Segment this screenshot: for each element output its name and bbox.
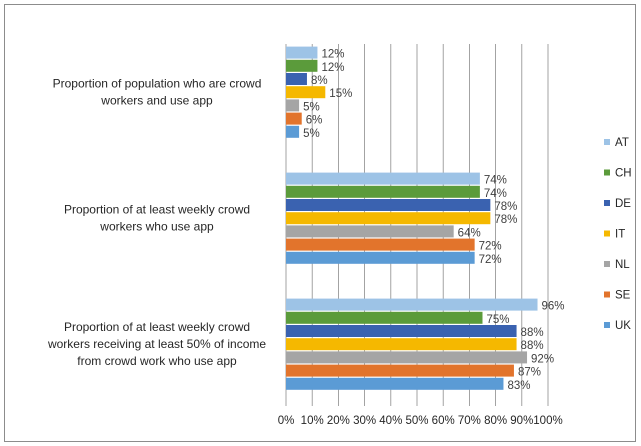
x-tick-label: 70%: [458, 415, 481, 427]
x-tick-label: 20%: [327, 415, 350, 427]
x-tick-label: 100%: [533, 415, 562, 427]
x-axis-ticks: 0% 10% 20% 30% 40% 50% 60% 70% 80% 90% 100%: [278, 415, 563, 427]
data-label: 12%: [321, 49, 344, 61]
legend-label-ch: CH: [615, 168, 632, 180]
data-label: 87%: [518, 367, 541, 379]
category-labels: Proportion of population who are crowd wo…: [47, 77, 266, 369]
legend-label-at: AT: [615, 137, 629, 149]
legend-swatch-it: [604, 230, 610, 237]
x-tick-label: 30%: [353, 415, 376, 427]
bar-uk: [286, 377, 504, 390]
bar-nl: [286, 225, 454, 238]
bar-nl: [286, 99, 300, 112]
x-tick-label: 50%: [405, 415, 428, 427]
x-tick-label: 40%: [379, 415, 402, 427]
legend-label-nl: NL: [615, 259, 630, 271]
data-label: 12%: [321, 62, 344, 74]
data-label: 78%: [494, 201, 517, 213]
data-label: 5%: [303, 101, 320, 113]
legend-label-it: IT: [615, 229, 625, 241]
data-label: 64%: [458, 227, 481, 239]
data-label: 92%: [531, 353, 554, 365]
legend-swatch-nl: [604, 261, 610, 267]
bar-at: [286, 298, 538, 311]
bar-ch: [286, 59, 318, 72]
category-label: Proportion of at least weekly crowd worke…: [47, 320, 266, 368]
legend-label-se: SE: [615, 290, 631, 302]
data-label: 8%: [311, 75, 328, 87]
bar-uk: [286, 251, 475, 264]
bar-uk: [286, 125, 300, 138]
x-tick-label: 0%: [278, 415, 295, 427]
x-tick-label: 90%: [510, 415, 533, 427]
bar-se: [286, 112, 302, 125]
bar-de: [286, 73, 307, 85]
value-labels: 12%12%8%15%5%6%5%74%74%78%78%64%72%72%96…: [303, 49, 564, 392]
bar-se: [286, 364, 514, 377]
data-label: 78%: [494, 214, 517, 226]
bars: [286, 46, 538, 390]
data-label: 72%: [479, 241, 502, 253]
data-label: 88%: [521, 327, 544, 339]
legend-label-de: DE: [615, 198, 631, 210]
data-label: 88%: [521, 340, 544, 352]
bar-de: [286, 199, 491, 211]
bar-nl: [286, 351, 528, 364]
bar-it: [286, 86, 326, 99]
bar-se: [286, 238, 475, 251]
legend-swatch-ch: [604, 169, 610, 176]
data-label: 83%: [507, 380, 530, 392]
category-label: Proportion of at least weekly crowd worke…: [64, 203, 250, 234]
bar-at: [286, 46, 318, 59]
legend-swatch-de: [604, 200, 610, 206]
category-label: Proportion of population who are crowd wo…: [53, 77, 262, 108]
legend-swatch-uk: [604, 322, 610, 328]
data-label: 72%: [479, 254, 502, 266]
legend-swatch-at: [604, 139, 610, 145]
data-label: 74%: [484, 175, 507, 187]
data-label: 6%: [306, 115, 323, 127]
legend-swatch-se: [604, 291, 610, 298]
bar-ch: [286, 185, 480, 198]
bar-it: [286, 338, 517, 351]
data-label: 15%: [329, 88, 352, 100]
bar-de: [286, 325, 517, 337]
bar-it: [286, 212, 491, 225]
bar-at: [286, 172, 480, 185]
x-tick-label: 60%: [432, 415, 455, 427]
legend: AT CH DE IT NL SE UK: [604, 137, 632, 332]
data-label: 5%: [303, 128, 320, 140]
data-label: 96%: [542, 301, 565, 313]
legend-label-uk: UK: [615, 320, 631, 332]
x-tick-label: 80%: [484, 415, 507, 427]
bar-ch: [286, 311, 483, 324]
data-label: 74%: [484, 188, 507, 200]
data-label: 75%: [487, 314, 510, 326]
x-tick-label: 10%: [301, 415, 324, 427]
